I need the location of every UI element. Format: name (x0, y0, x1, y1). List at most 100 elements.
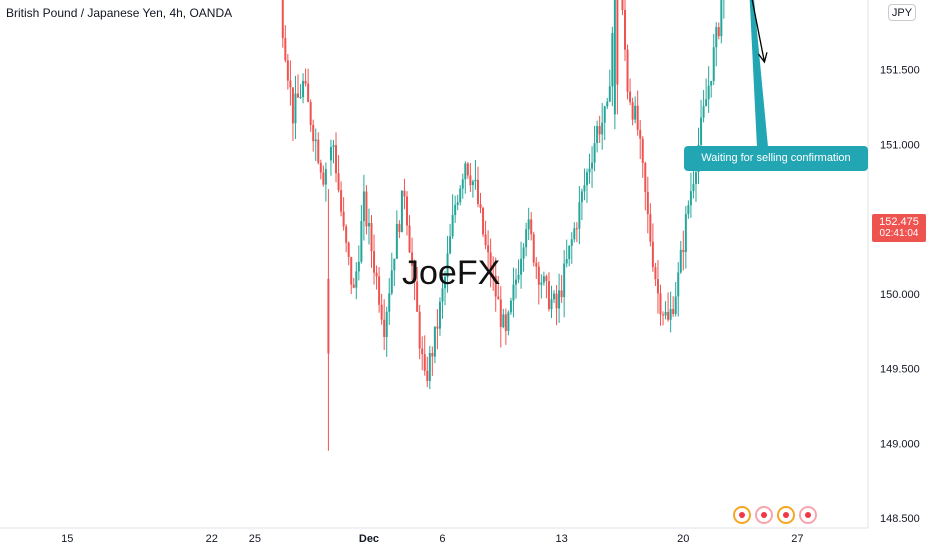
candle-body (461, 179, 464, 189)
candle-body (471, 181, 474, 186)
candle-body (601, 122, 604, 135)
candle-body (492, 275, 495, 277)
candle-body (337, 173, 340, 191)
x-tick-label: 20 (677, 533, 689, 545)
candle-body (502, 314, 505, 328)
candle-body (646, 191, 649, 215)
candle-body (515, 279, 517, 285)
candle-body (489, 252, 492, 276)
candle-body (411, 252, 414, 266)
candle-body (499, 299, 502, 328)
candle-body (431, 353, 434, 357)
candle-body (522, 247, 525, 259)
candle-body (400, 190, 403, 232)
x-tick-label: 6 (439, 533, 445, 545)
candle-body (568, 245, 571, 260)
candle-body (466, 163, 469, 176)
candle-body (469, 175, 472, 186)
candle-body (694, 172, 697, 184)
candle-body (291, 87, 294, 124)
x-tick-label: Dec (359, 533, 379, 545)
candle-body (375, 272, 378, 277)
candle-body (591, 162, 594, 169)
candle-body (456, 202, 459, 205)
candle-body (624, 9, 627, 50)
candle-body (687, 205, 690, 215)
candle-body (355, 271, 358, 288)
candle-body (636, 105, 639, 130)
candle-body (603, 106, 606, 123)
event-icon[interactable] (755, 506, 773, 524)
candle-body (383, 319, 386, 338)
y-tick-label: 152.000 (880, 0, 920, 2)
candle-body (639, 129, 642, 139)
candle-body (357, 261, 360, 272)
candle-body (487, 245, 490, 253)
candle-body (547, 281, 550, 310)
candle-body (484, 234, 487, 246)
candle-body (309, 101, 312, 125)
candle-body (537, 266, 540, 285)
candle-body (426, 370, 429, 381)
candle-body (530, 219, 533, 235)
candle-body (700, 117, 703, 145)
candle-body (345, 226, 348, 243)
candle-body (317, 139, 320, 163)
candle-body (689, 191, 692, 206)
candle-body (608, 86, 611, 102)
candle-body (433, 326, 436, 357)
bar-countdown: 02:41:04 (879, 228, 919, 239)
currency-badge[interactable]: JPY (888, 4, 916, 21)
candle-body (342, 211, 345, 227)
candle-body (497, 296, 500, 300)
candle-body (329, 147, 332, 161)
y-tick-label: 151.000 (880, 139, 920, 151)
current-price-label: 152.475 02:41:04 (872, 214, 926, 242)
x-tick-label: 15 (61, 533, 73, 545)
candle-body (545, 276, 548, 282)
candle-body (644, 162, 647, 192)
candle-body (535, 262, 538, 267)
candle-body (692, 183, 695, 192)
event-icon[interactable] (777, 506, 795, 524)
candle-body (360, 221, 363, 262)
forecast-arrow-head (757, 52, 768, 64)
candle-body (504, 314, 507, 331)
watermark-text: JoeFX (402, 254, 501, 292)
candle-body (474, 179, 477, 182)
candle-body (558, 290, 561, 309)
candle-body (380, 304, 383, 320)
event-icon[interactable] (799, 506, 817, 524)
candle-body (319, 162, 322, 173)
candle-body (362, 191, 365, 222)
candle-body (405, 196, 408, 226)
candle-body (464, 163, 467, 180)
candle-body (540, 282, 543, 285)
candle-body (286, 60, 289, 81)
candle-body (408, 225, 411, 253)
y-tick-label: 149.000 (880, 438, 920, 450)
candle-body (662, 314, 665, 316)
candle-body (580, 191, 583, 203)
candle-body (476, 179, 479, 205)
candle-body (520, 258, 523, 275)
y-tick-label: 150.000 (880, 289, 920, 301)
candle-body (479, 204, 482, 208)
candle-body (555, 293, 558, 309)
candle-body (347, 242, 350, 257)
candle-body (509, 300, 512, 313)
candle-body (667, 311, 670, 320)
candle-body (444, 277, 447, 289)
candle-body (532, 234, 535, 263)
y-tick-label: 148.500 (880, 513, 920, 525)
candle-body (322, 172, 325, 185)
event-icon[interactable] (733, 506, 751, 524)
candle-body (388, 293, 391, 312)
candle-body (451, 215, 454, 237)
candle-body (588, 168, 591, 173)
candle-body (621, 0, 624, 10)
footer-events (733, 506, 817, 526)
candle-body (672, 308, 675, 314)
candle-body (651, 241, 654, 268)
